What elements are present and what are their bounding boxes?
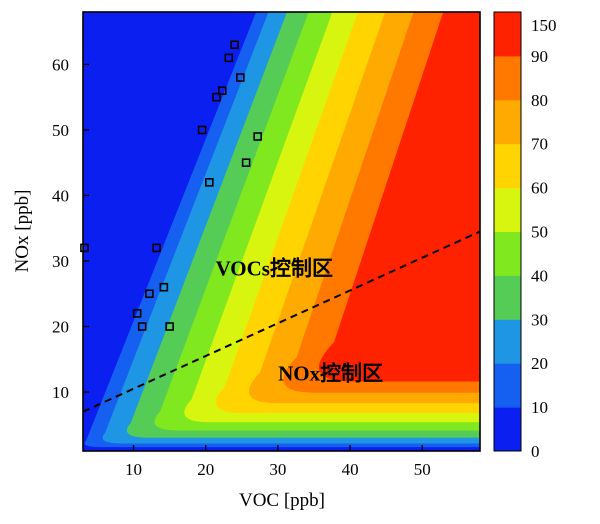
colorbar-tick-label: 80 bbox=[531, 91, 548, 110]
colorbar-segment bbox=[494, 100, 521, 144]
colorbar-tick-label: 10 bbox=[531, 398, 548, 417]
x-tick-label: 10 bbox=[125, 460, 142, 479]
colorbar-segment bbox=[494, 188, 521, 232]
y-tick-label: 60 bbox=[52, 55, 69, 74]
x-tick-label: 50 bbox=[414, 460, 431, 479]
colorbar-tick-label: 60 bbox=[531, 179, 548, 198]
x-axis-label: VOC [ppb] bbox=[239, 490, 325, 511]
x-tick-label: 30 bbox=[269, 460, 286, 479]
colorbar-segment bbox=[494, 275, 521, 319]
colorbar-segment bbox=[494, 363, 521, 407]
y-axis-label: NOx [ppb] bbox=[12, 190, 33, 273]
colorbar-tick-label: 40 bbox=[531, 266, 548, 285]
colorbar-tick-label: 90 bbox=[531, 47, 548, 66]
colorbar-segment bbox=[494, 56, 521, 100]
colorbar-segment bbox=[494, 232, 521, 276]
y-tick-label: 40 bbox=[52, 186, 69, 205]
y-tick-label: 50 bbox=[52, 121, 69, 140]
x-tick-label: 40 bbox=[342, 460, 359, 479]
voc-control-zone-label: VOCs控制区 bbox=[216, 257, 333, 281]
y-tick-label: 30 bbox=[52, 252, 69, 271]
colorbar-tick-label: 70 bbox=[531, 135, 548, 154]
colorbar-tick-label: 50 bbox=[531, 223, 548, 242]
y-tick-label: 20 bbox=[52, 318, 69, 337]
y-tick-label: 10 bbox=[52, 383, 69, 402]
colorbar-tick-label: 0 bbox=[531, 442, 540, 461]
colorbar-segment bbox=[494, 319, 521, 363]
colorbar-tick-label: 30 bbox=[531, 310, 548, 329]
x-tick-label: 20 bbox=[197, 460, 214, 479]
nox-control-zone-label: NOx控制区 bbox=[278, 361, 383, 385]
colorbar-tick-label: 150 bbox=[531, 16, 557, 35]
colorbar-segment bbox=[494, 407, 521, 451]
figure: VOCs控制区 NOx控制区 10 20 30 40 50 10 20 30 40 50 60 VOC… bbox=[0, 0, 600, 524]
colorbar: 0 10 20 30 40 50 60 70 80 90 150 bbox=[494, 12, 557, 461]
colorbar-segment bbox=[494, 144, 521, 188]
colorbar-tick-label: 20 bbox=[531, 354, 548, 373]
colorbar-segment bbox=[494, 12, 521, 56]
